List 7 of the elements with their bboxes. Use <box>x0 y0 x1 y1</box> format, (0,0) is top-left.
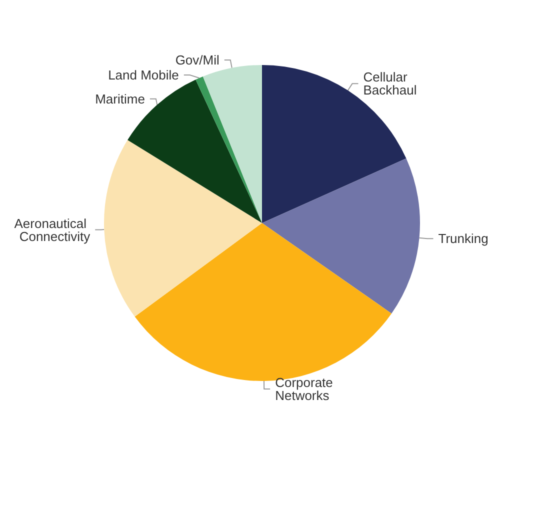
slice-label: Cellular Backhaul <box>363 70 417 98</box>
slice-label: Land Mobile <box>108 68 179 83</box>
slice-label: Corporate Networks <box>275 374 337 403</box>
slice-label: Maritime <box>95 91 145 106</box>
slice-label: Trunking <box>438 231 488 246</box>
slice-label: Gov/Mil <box>175 52 220 68</box>
slice-label: Aeronautical Connectivity <box>14 216 91 244</box>
